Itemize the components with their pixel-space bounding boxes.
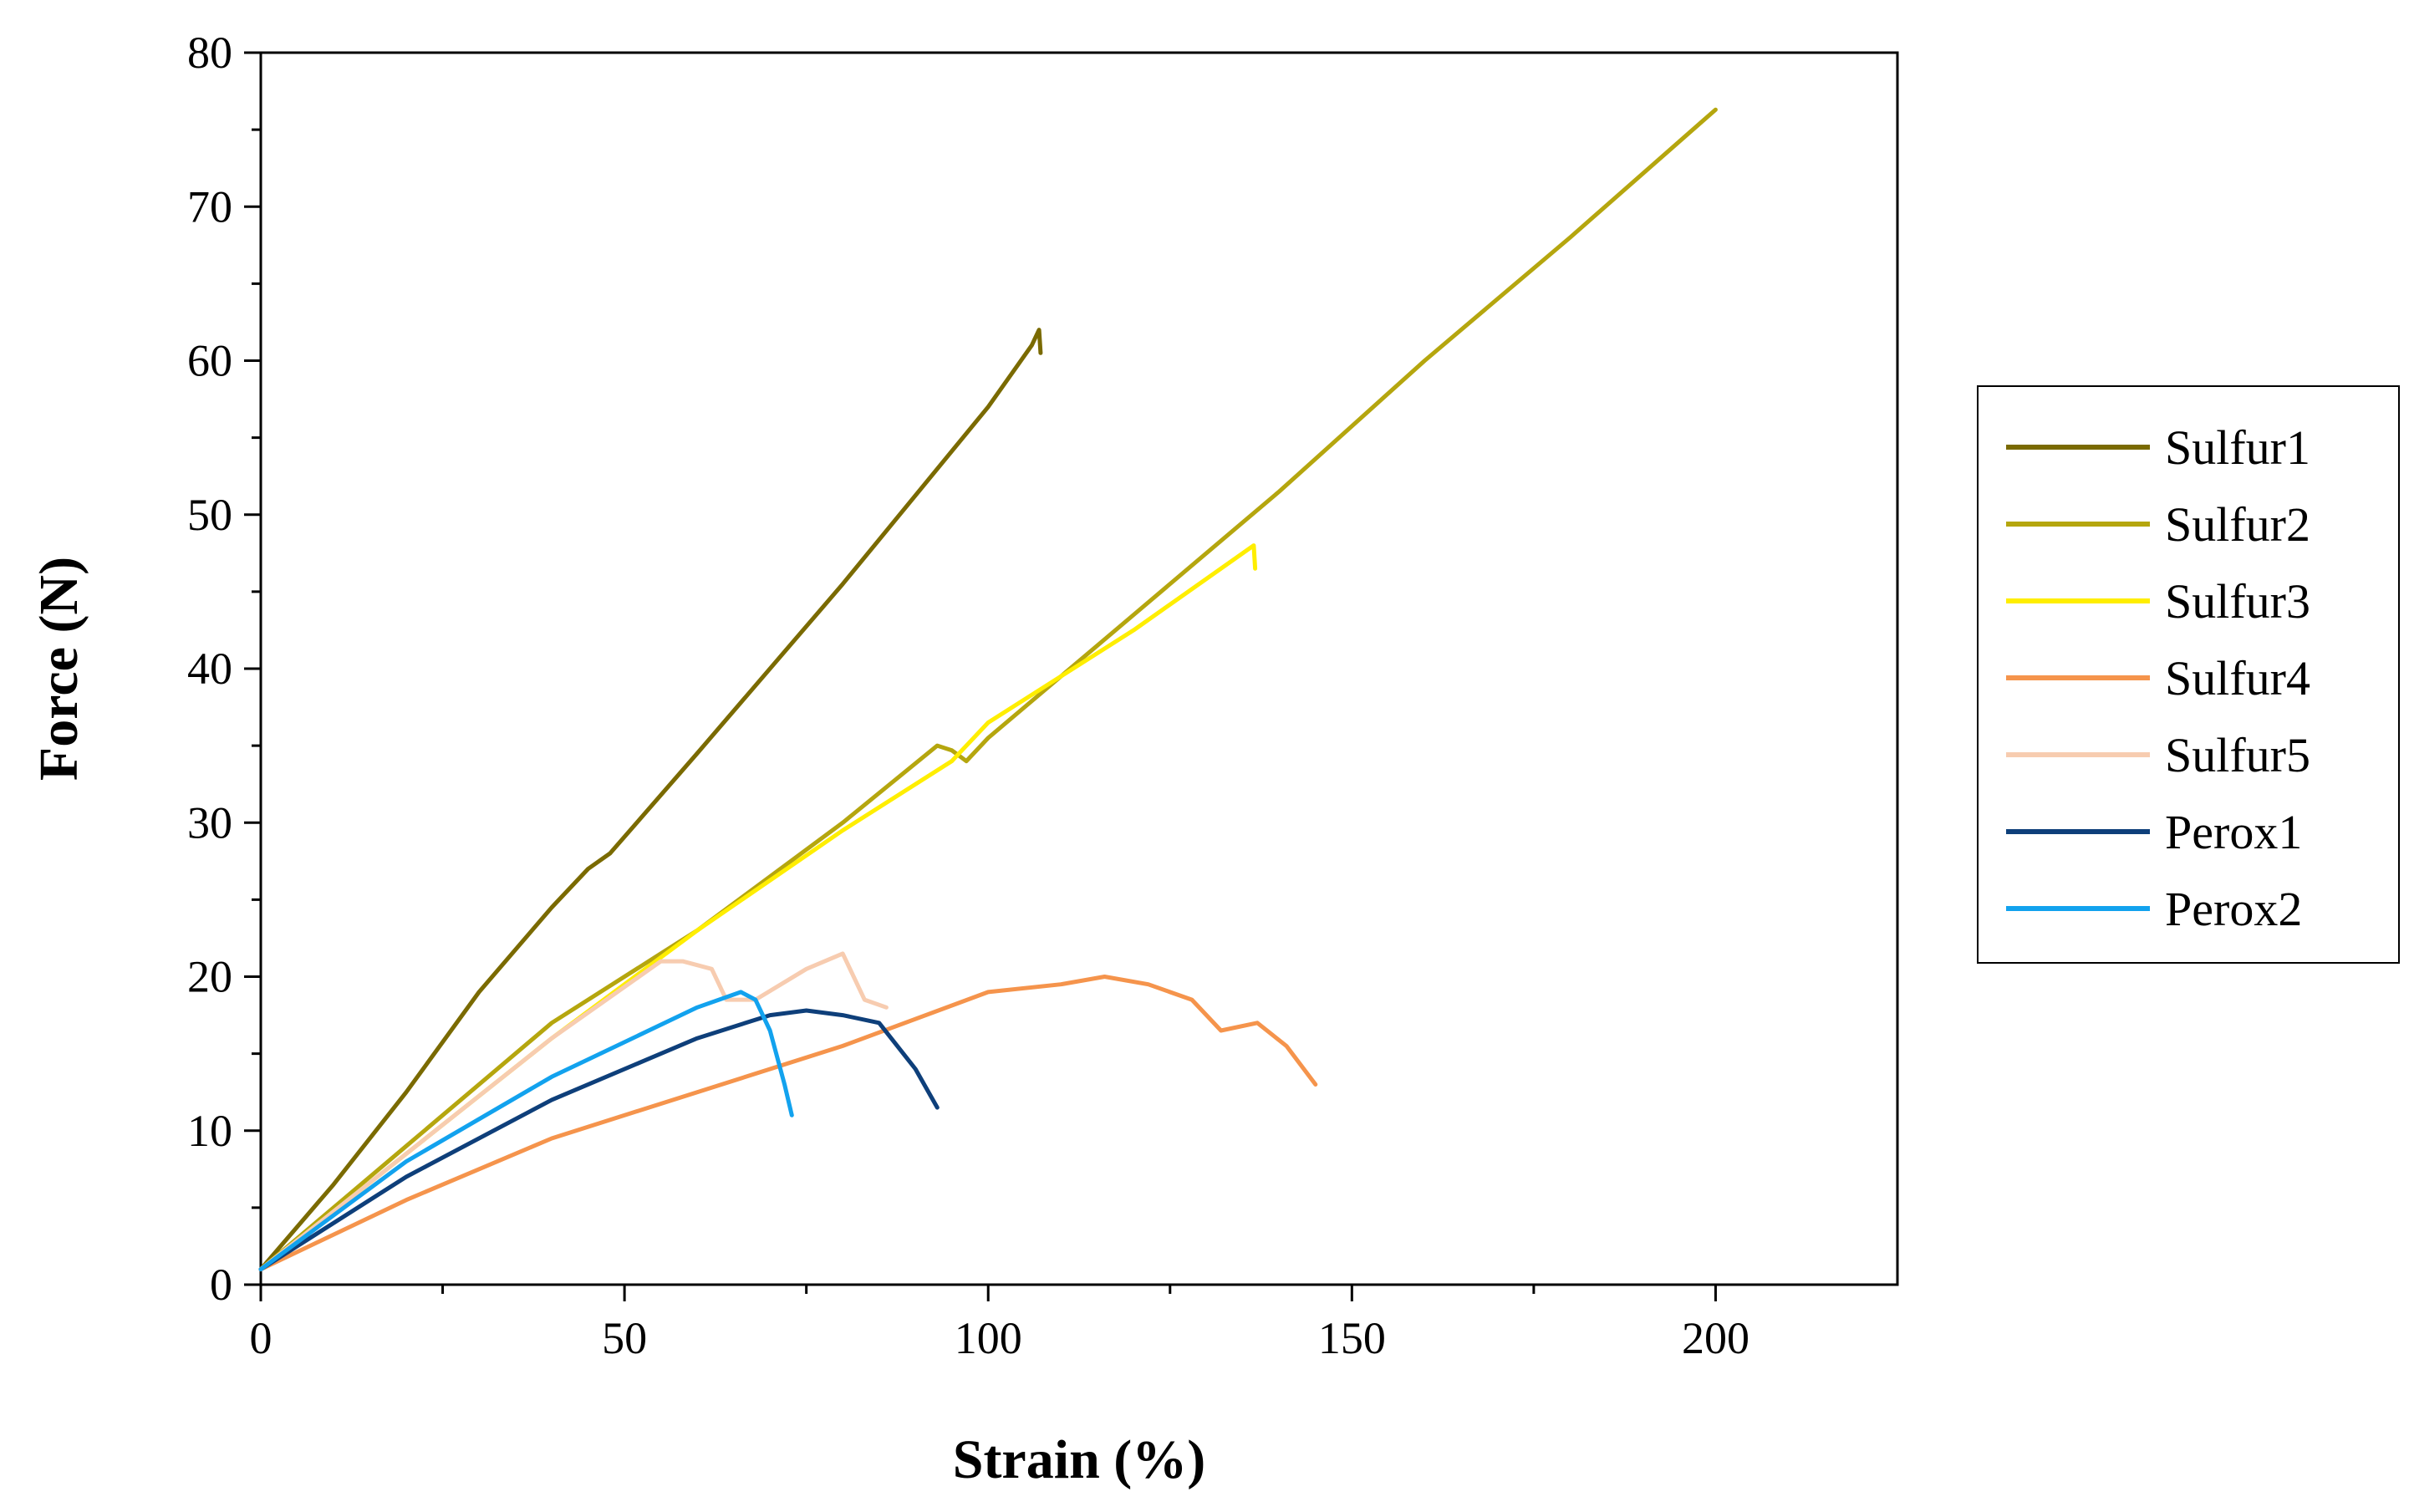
x-tick-label: 150	[1318, 1313, 1386, 1363]
x-tick-label: 0	[250, 1313, 272, 1363]
y-tick-label: 0	[210, 1260, 232, 1310]
y-axis-title: Force (N)	[28, 557, 89, 781]
y-tick-label: 60	[187, 336, 232, 386]
series-line-sulfur5	[258, 951, 889, 1272]
y-tick-label: 80	[187, 28, 232, 78]
series-line-perox1	[258, 1008, 940, 1272]
legend-label-sulfur2: Sulfur2	[2165, 497, 2310, 552]
x-tick-label: 200	[1682, 1313, 1749, 1363]
series-line-sulfur1	[258, 328, 1043, 1272]
x-tick-label: 50	[602, 1313, 647, 1363]
series-line-perox2	[258, 990, 794, 1272]
legend-label-perox1: Perox1	[2165, 805, 2302, 859]
legend-label-sulfur1: Sulfur1	[2165, 420, 2310, 475]
legend-label-perox2: Perox2	[2165, 882, 2302, 936]
x-axis-title: Strain (%)	[953, 1429, 1205, 1490]
y-tick-label: 40	[187, 644, 232, 694]
y-tick-label: 20	[187, 952, 232, 1002]
legend-label-sulfur5: Sulfur5	[2165, 728, 2310, 782]
legend: Sulfur1 Sulfur2 Sulfur3 Sulfur4 Sulfur5 Perox…	[1977, 385, 2400, 964]
y-tick-label: 30	[187, 797, 232, 848]
y-tick-label: 70	[187, 181, 232, 232]
series-line-sulfur4	[258, 975, 1318, 1272]
y-tick-label: 10	[187, 1106, 232, 1156]
x-tick-label: 100	[955, 1313, 1022, 1363]
legend-box	[1977, 385, 2400, 964]
plot-frame	[259, 51, 1899, 1286]
legend-label-sulfur4: Sulfur4	[2165, 651, 2310, 705]
y-tick-label: 50	[187, 490, 232, 540]
legend-label-sulfur3: Sulfur3	[2165, 574, 2310, 629]
